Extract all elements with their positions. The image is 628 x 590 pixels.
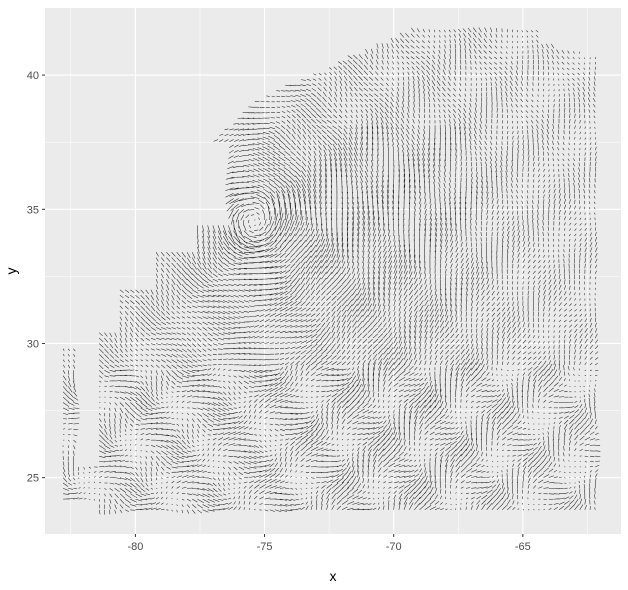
y-axis-title: y [3, 268, 19, 275]
y-tick-label: 25 [27, 473, 39, 485]
major-gridlines [45, 8, 621, 534]
vector-segment-paths [62, 27, 601, 515]
x-tick-label: -65 [515, 541, 531, 553]
x-axis-ticks: -80 -75 -70 -65 [127, 534, 531, 553]
x-tick-label: -75 [257, 541, 273, 553]
x-axis-title: x [330, 568, 337, 584]
y-axis-ticks: 25 30 35 40 [27, 70, 45, 485]
x-tick-label: -80 [127, 541, 143, 553]
plot-panel [45, 8, 621, 534]
vector-segments [62, 27, 601, 515]
y-tick-label: 35 [27, 204, 39, 216]
minor-gridlines [45, 8, 621, 534]
x-tick-label: -70 [386, 541, 402, 553]
y-tick-label: 30 [27, 338, 39, 350]
y-tick-label: 40 [27, 70, 39, 82]
